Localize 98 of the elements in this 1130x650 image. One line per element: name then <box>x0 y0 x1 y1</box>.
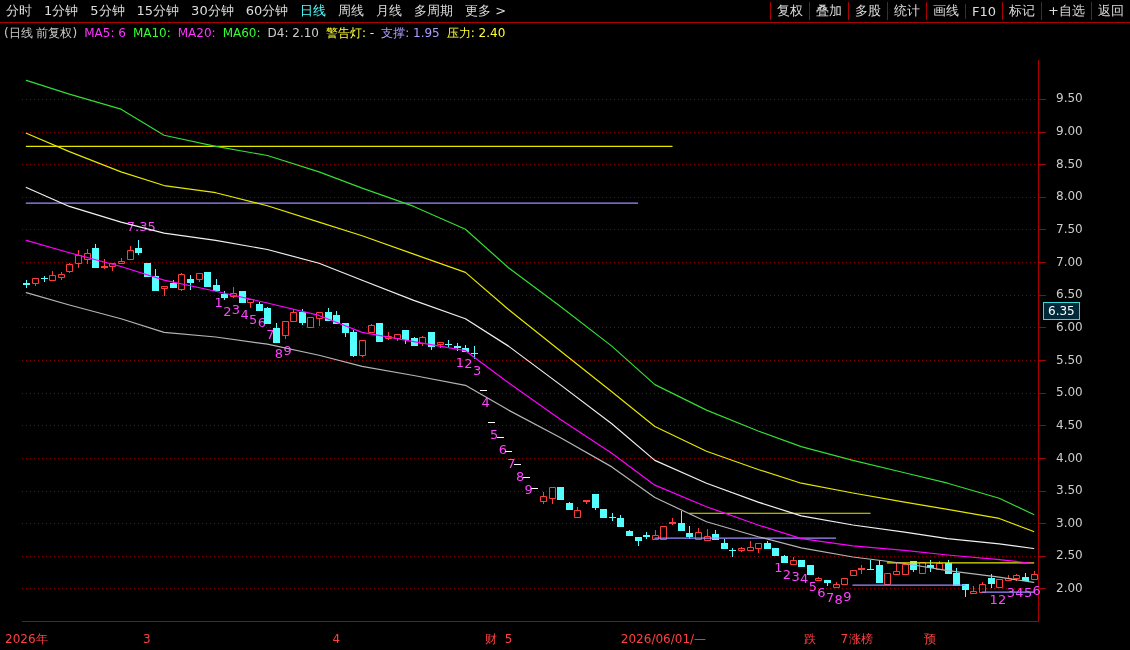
text: MA10: <box>132 26 171 40</box>
text: 复权 <box>770 2 810 20</box>
candlestick <box>902 564 909 575</box>
text: 2 <box>223 304 232 319</box>
y-tick-label: 3.00 <box>1056 515 1083 530</box>
text: 周线 <box>337 2 366 20</box>
candlestick <box>867 560 874 570</box>
y-tick-label: 7.00 <box>1056 254 1083 269</box>
text: 30分钟 <box>190 2 235 20</box>
candlestick <box>807 565 814 575</box>
x-tick-label: 涨榜 <box>849 631 874 646</box>
x-tick-label: 2026年 <box>5 631 48 646</box>
x-tick-label: 5 <box>504 631 513 646</box>
text: 7 <box>825 589 835 605</box>
y-tick-label: 7.50 <box>1056 222 1083 237</box>
text: 统计 <box>887 2 927 20</box>
candlestick <box>600 509 607 518</box>
text: 1 <box>214 294 223 310</box>
text: 4 <box>240 306 249 322</box>
text: F10 <box>965 3 1003 19</box>
x-tick-label: 7 <box>840 631 849 646</box>
text: 6 <box>498 441 508 457</box>
text: 9 <box>283 343 292 359</box>
candlestick <box>678 511 685 531</box>
text: 8 <box>274 346 284 362</box>
text: 4 <box>481 394 490 410</box>
y-tick-label: 9.50 <box>1056 91 1083 106</box>
candlestick <box>376 323 383 342</box>
y-tick-label: 2.50 <box>1056 548 1083 563</box>
text: 2 <box>782 567 792 583</box>
text: +自选 <box>1041 2 1091 20</box>
text: D4: 2.10 <box>267 26 319 40</box>
x-tick-label: 财 <box>485 631 498 646</box>
candlestick <box>307 317 314 328</box>
text: 5分钟 <box>89 2 126 20</box>
text: 更多 > <box>464 2 508 20</box>
text: 6.35 <box>1043 302 1080 320</box>
x-tick-label: 3 <box>143 631 151 646</box>
text: 5 <box>808 578 817 594</box>
x-tick-label: 跌 <box>803 631 816 646</box>
text: 分时 <box>5 2 33 20</box>
text: 日线 <box>299 2 328 20</box>
x-tick-label: 2026/06/01/— <box>620 631 707 646</box>
y-tick-label: 6.50 <box>1056 287 1083 302</box>
y-tick-label: 8.00 <box>1056 189 1083 204</box>
y-tick-label: 6.00 <box>1056 319 1083 334</box>
candlestick <box>204 272 211 287</box>
x-tick-label: 4 <box>332 631 341 646</box>
text: 6 <box>817 584 826 600</box>
text: 60分钟 <box>244 2 290 20</box>
candlestick <box>996 579 1003 588</box>
candlestick <box>919 562 926 574</box>
text: MA20: <box>177 26 216 40</box>
y-tick-label: 2.00 <box>1056 581 1083 596</box>
y-tick-label: 9.00 <box>1056 124 1083 139</box>
x-tick-label: 预 <box>924 631 937 646</box>
text: 7 <box>266 327 275 343</box>
text: 1 <box>774 559 783 575</box>
text: 支撑: 1.95 <box>381 24 440 42</box>
text: 月线 <box>375 2 404 20</box>
y-tick-label: 5.00 <box>1056 385 1083 400</box>
text: 1 <box>989 591 998 607</box>
text: 7 <box>507 456 516 472</box>
candlestick <box>798 560 805 567</box>
text: 压力: 2.40 <box>446 24 506 42</box>
text: 警告灯: - <box>325 24 375 42</box>
chart-title: (日线 前复权) <box>4 24 78 42</box>
text: 9 <box>843 589 852 605</box>
text: MA5: 6 <box>84 26 126 40</box>
text: 2 <box>998 591 1007 607</box>
text: 标记 <box>1002 2 1042 20</box>
candlestick <box>884 573 891 585</box>
text: 5 <box>490 427 499 443</box>
text: 3 <box>472 362 482 378</box>
text: 5 <box>249 311 258 327</box>
text: 3 <box>791 569 800 585</box>
text: 1 <box>455 354 464 370</box>
text: 1分钟 <box>43 2 80 20</box>
text: 2 <box>464 356 473 372</box>
text: 9 <box>524 481 533 497</box>
text: 8 <box>834 591 843 607</box>
text: 4 <box>800 570 809 586</box>
y-tick-label: 4.50 <box>1056 417 1083 432</box>
text: 返回 <box>1091 2 1130 20</box>
text: 多周期 <box>413 2 455 20</box>
text: MA60: <box>222 26 261 40</box>
y-tick-label: 4.00 <box>1056 450 1083 465</box>
text: 15分钟 <box>135 2 181 20</box>
candlestick <box>850 570 857 576</box>
text: 3 <box>231 302 241 318</box>
candlestick <box>557 487 564 500</box>
text: 画线 <box>926 2 966 20</box>
text: 8 <box>515 469 525 485</box>
y-tick-label: 5.50 <box>1056 352 1083 367</box>
text: 叠加 <box>809 2 849 20</box>
y-tick-label: 8.50 <box>1056 156 1083 171</box>
text: 多股 <box>848 2 888 20</box>
y-tick-label: 3.50 <box>1056 483 1083 498</box>
